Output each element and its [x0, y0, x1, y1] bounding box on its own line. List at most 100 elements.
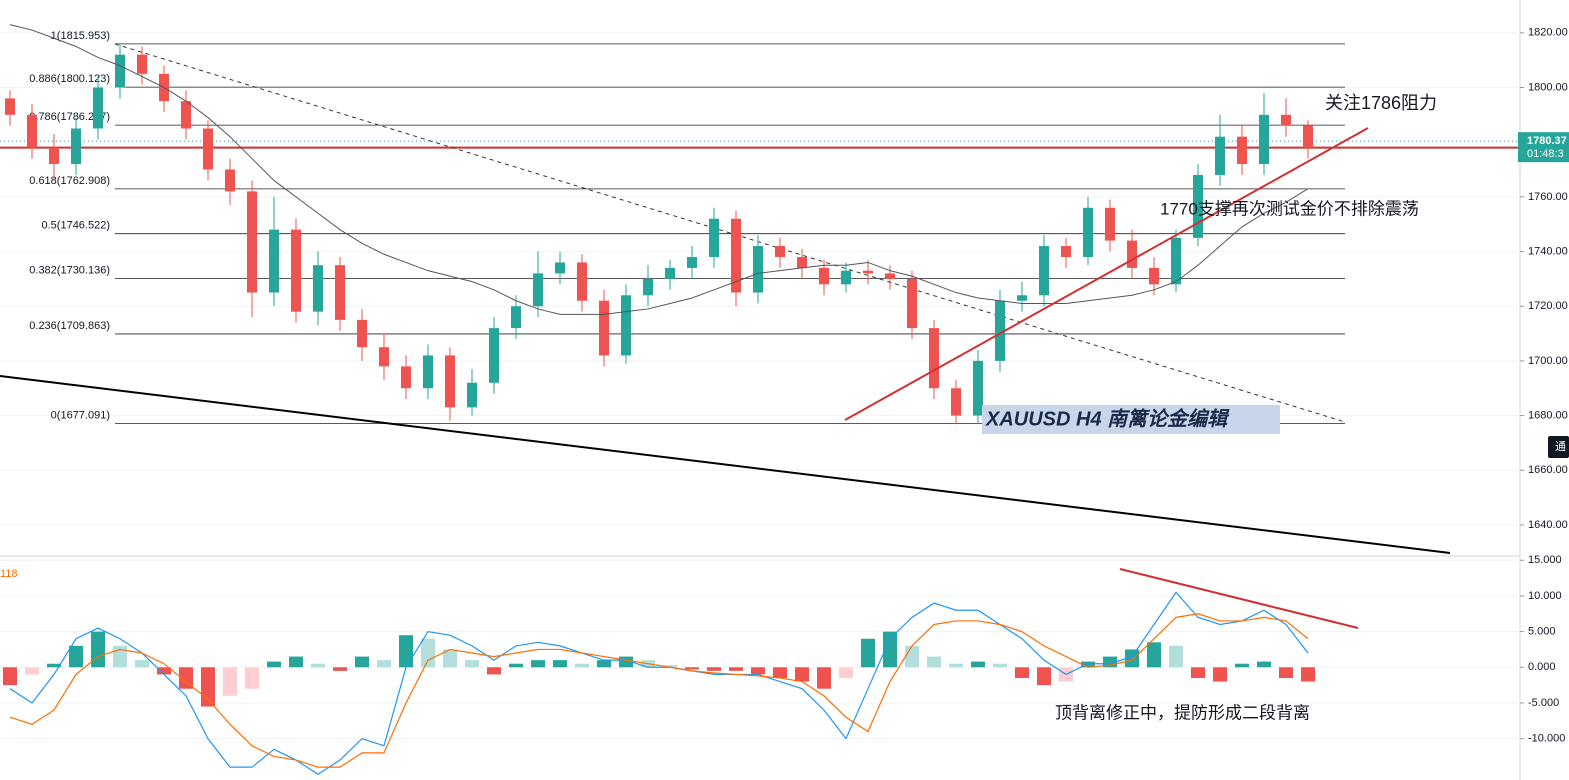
fib-label: 1(1815.953)	[51, 30, 110, 42]
candle-body	[291, 229, 301, 312]
histogram-bar	[575, 663, 589, 668]
annotation: 关注1786阻力	[1325, 93, 1437, 113]
histogram-bar	[333, 667, 347, 671]
histogram-bar	[509, 663, 523, 668]
histogram-bar	[993, 663, 1007, 668]
histogram-bar	[1191, 667, 1205, 678]
downtrend-line	[114, 43, 1346, 423]
histogram-bar	[47, 663, 61, 668]
histogram-bar	[861, 638, 875, 668]
histogram-bar	[465, 660, 479, 668]
candle-body	[1149, 267, 1159, 285]
candle-body	[995, 300, 1005, 361]
y-tick-label: 1740.00	[1528, 245, 1568, 257]
candle-body	[379, 347, 389, 367]
candle-body	[511, 306, 521, 329]
candle-body	[401, 366, 411, 389]
histogram-bar	[949, 663, 963, 668]
histogram-bar	[91, 631, 105, 668]
y-tick-label: 1820.00	[1528, 27, 1568, 39]
candle-body	[577, 262, 587, 301]
candle-body	[621, 295, 631, 356]
y-tick-label: 15.000	[1528, 554, 1562, 566]
candle-body	[731, 218, 741, 293]
candle-body	[775, 246, 785, 257]
candle-body	[489, 328, 499, 383]
y-tick-label: -5.000	[1528, 697, 1559, 709]
candle-body	[863, 270, 873, 274]
side-tag-bg	[1548, 436, 1569, 458]
candle-body	[1039, 246, 1049, 296]
histogram-bar	[267, 661, 281, 668]
histogram-bar	[311, 663, 325, 668]
histogram-bar	[245, 667, 259, 689]
candle-body	[819, 267, 829, 285]
price-tag-bg	[1518, 132, 1569, 163]
histogram-bar	[1169, 645, 1183, 668]
annotation: 顶背离修正中，提防形成二段背离	[1055, 703, 1310, 722]
candle-body	[533, 273, 543, 307]
candle-body	[467, 382, 477, 408]
indicator-label: 118	[0, 568, 18, 580]
candle-body	[1215, 136, 1225, 175]
y-tick-label: 10.000	[1528, 590, 1562, 602]
histogram-bar	[377, 660, 391, 668]
divergence-line	[1119, 568, 1359, 629]
y-tick-label: 1720.00	[1528, 300, 1568, 312]
macd-pane	[3, 591, 1315, 776]
candle-body	[247, 191, 257, 293]
histogram-bar	[1103, 656, 1117, 668]
histogram-bar	[795, 667, 809, 682]
candle-body	[555, 262, 565, 274]
y-tick-label: 1800.00	[1528, 81, 1568, 93]
candle-body	[181, 101, 191, 129]
fib-label: 0.5(1746.522)	[42, 220, 111, 232]
candle-body	[709, 218, 719, 257]
histogram-bar	[1279, 667, 1293, 678]
histogram-bar	[1235, 663, 1249, 668]
histogram-bar	[179, 667, 193, 689]
candles	[5, 24, 1313, 424]
candle-body	[335, 265, 345, 320]
candle-body	[313, 265, 323, 312]
histogram-bar	[421, 638, 435, 668]
candle-body	[1105, 207, 1115, 241]
candle-body	[1017, 295, 1027, 301]
histogram-bar	[905, 645, 919, 668]
fib-label: 0(1677.091)	[51, 409, 110, 421]
signal-line	[9, 613, 1309, 768]
histogram-bar	[1015, 667, 1029, 678]
candle-body	[1259, 114, 1269, 165]
histogram-bar	[1081, 661, 1095, 668]
histogram-bar	[971, 661, 985, 668]
candle-body	[907, 278, 917, 329]
histogram-bar	[157, 667, 171, 675]
countdown: 01:48:3	[1527, 148, 1564, 160]
watermark: XAUUSD H4 南篱论金编辑	[985, 407, 1230, 430]
histogram-bar	[1257, 661, 1271, 668]
y-tick-label: 0.000	[1528, 661, 1556, 673]
candle-body	[357, 319, 367, 348]
histogram-bar	[1213, 667, 1227, 682]
histogram-bar	[355, 656, 369, 668]
candle-body	[665, 267, 675, 279]
histogram-bar	[839, 667, 853, 678]
histogram-bar	[663, 665, 677, 668]
candle-body	[1083, 207, 1093, 257]
candle-body	[643, 278, 653, 296]
candle-body	[71, 128, 81, 165]
candle-body	[1281, 114, 1291, 126]
candle-body	[797, 256, 807, 268]
histogram-bar	[773, 667, 787, 678]
histogram-bar	[487, 667, 501, 675]
fib-label: 0.382(1730.136)	[29, 264, 110, 276]
fib-label: 0.886(1800.123)	[29, 73, 110, 85]
histogram-bar	[553, 660, 567, 668]
candle-body	[1303, 125, 1313, 148]
histogram-bar	[1301, 667, 1315, 682]
candle-body	[203, 128, 213, 170]
histogram-bar	[751, 667, 765, 675]
